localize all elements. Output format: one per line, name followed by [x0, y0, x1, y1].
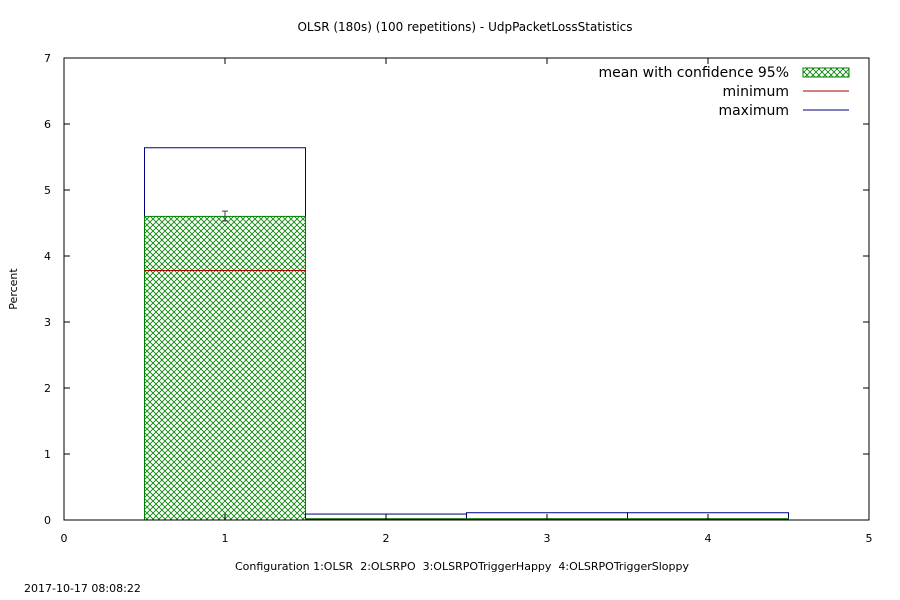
- legend-label: maximum: [718, 103, 789, 119]
- x-tick-label: 3: [544, 532, 551, 545]
- y-tick-label: 4: [44, 250, 51, 263]
- y-tick-label: 6: [44, 118, 51, 131]
- x-tick-label: 1: [222, 532, 229, 545]
- mean-bar: [144, 215, 306, 521]
- y-tick-label: 2: [44, 382, 51, 395]
- x-tick-label: 0: [61, 532, 68, 545]
- x-tick-label: 4: [705, 532, 712, 545]
- chart-title: OLSR (180s) (100 repetitions) - UdpPacke…: [297, 20, 632, 34]
- legend-label: minimum: [723, 84, 789, 100]
- legend-label: mean with confidence 95%: [598, 65, 789, 81]
- bars-layer: [144, 147, 789, 521]
- timestamp: 2017-10-17 08:08:22: [24, 582, 141, 595]
- plot-frame: [63, 57, 870, 521]
- legend-swatch-mean: [802, 67, 850, 78]
- ticks-layer: 0 1 2 3 4 5 6 7 0 1 2 3 4 5: [44, 52, 873, 545]
- x-tick-label: 2: [383, 532, 390, 545]
- legend: mean with confidence 95% minimum maximum: [598, 65, 850, 119]
- x-axis-label: Configuration 1:OLSR 2:OLSRPO 3:OLSRPOTr…: [235, 560, 690, 573]
- y-tick-label: 7: [44, 52, 51, 65]
- y-tick-label: 0: [44, 514, 51, 527]
- x-tick-label: 5: [866, 532, 873, 545]
- y-axis-label: Percent: [7, 268, 20, 310]
- y-tick-label: 3: [44, 316, 51, 329]
- y-tick-label: 5: [44, 184, 51, 197]
- y-tick-label: 1: [44, 448, 51, 461]
